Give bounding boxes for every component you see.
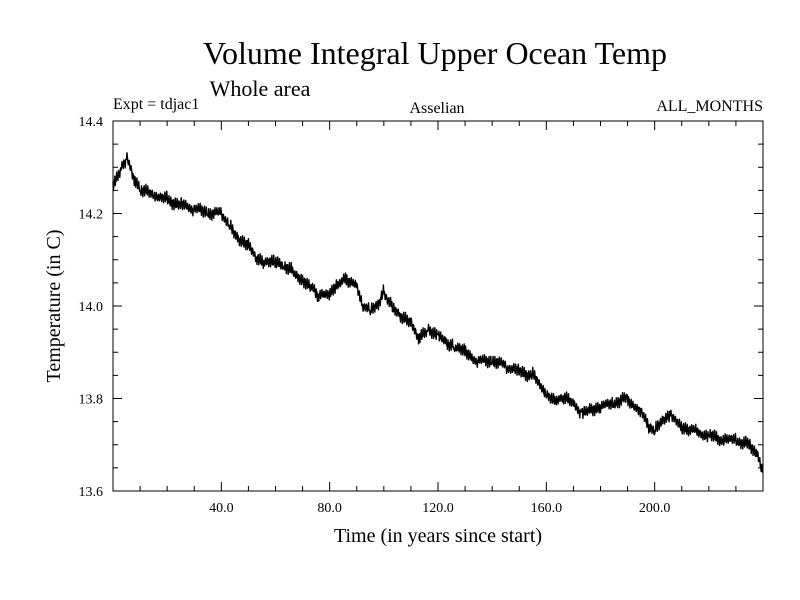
y-tick-label: 13.6 bbox=[79, 485, 104, 500]
y-axis-label: Temperature (in C) bbox=[43, 230, 65, 383]
y-tick-labels: 13.6 13.8 14.0 14.2 14.4 bbox=[79, 115, 104, 500]
temperature-series-line bbox=[112, 152, 764, 474]
y-tick-label: 14.4 bbox=[79, 115, 104, 130]
series-layer bbox=[112, 152, 764, 474]
y-tick-label: 14.2 bbox=[79, 208, 104, 223]
chart-title: Volume Integral Upper Ocean Temp bbox=[203, 35, 667, 71]
y-tick-label: 14.0 bbox=[79, 300, 104, 315]
x-tick-label: 160.0 bbox=[531, 501, 563, 516]
scheme-label: Asselian bbox=[409, 100, 464, 117]
chart-subtitle: Whole area bbox=[210, 76, 311, 101]
x-tick-label: 120.0 bbox=[422, 501, 454, 516]
y-tick-label: 13.8 bbox=[79, 393, 104, 408]
x-tick-label: 200.0 bbox=[639, 501, 671, 516]
plot-frame bbox=[112, 120, 764, 492]
x-axis-label: Time (in years since start) bbox=[334, 525, 542, 547]
x-tick-labels: 40.0 80.0 120.0 160.0 200.0 bbox=[209, 501, 670, 516]
tick-marks bbox=[113, 121, 763, 491]
months-label: ALL_MONTHS bbox=[656, 98, 763, 115]
x-tick-label: 80.0 bbox=[317, 501, 342, 516]
experiment-label: Expt = tdjac1 bbox=[113, 96, 199, 113]
x-tick-label: 40.0 bbox=[209, 501, 234, 516]
